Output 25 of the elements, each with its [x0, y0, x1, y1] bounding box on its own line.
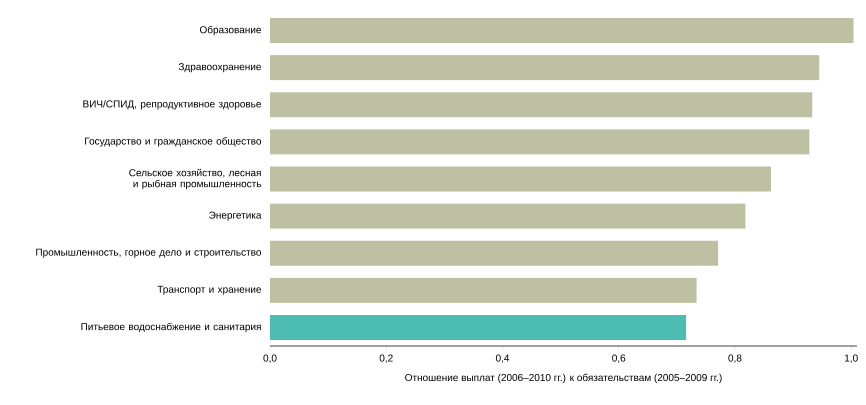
- bar: [270, 129, 810, 154]
- y-tick-label: Питьевое водоснабжение и санитария: [81, 322, 261, 332]
- y-tick-label: Образование: [200, 26, 262, 36]
- x-tick-label: 0,6: [612, 354, 626, 363]
- x-axis-title: Отношение выплат (2006–2010 гг.) к обязательствам (2005–2009 гг.): [405, 374, 722, 384]
- y-tick-label: Государство и гражданское общество: [85, 137, 262, 147]
- bar: [270, 278, 697, 303]
- bar: [270, 55, 820, 80]
- bar: [270, 204, 746, 229]
- x-tick-label: 0,8: [728, 354, 742, 363]
- bar: [270, 18, 854, 44]
- bar: [270, 166, 771, 192]
- y-tick-label: Промышленность, горное дело и строительство: [36, 248, 262, 258]
- x-tick-label: 1,0: [845, 354, 858, 363]
- y-tick-label: Сельское хозяйство, лесная и рыбная промышленность: [129, 168, 262, 190]
- x-tick-label: 0,4: [496, 354, 510, 363]
- x-tick-label: 0,2: [380, 354, 393, 363]
- y-tick-label: ВИЧ/СПИД, репродуктивное здоровье: [83, 100, 262, 110]
- y-tick-label: Энергетика: [209, 212, 262, 221]
- bar: [270, 240, 718, 266]
- bar: [270, 92, 812, 118]
- x-tick-label: 0,0: [263, 354, 277, 363]
- bar: [270, 314, 686, 340]
- y-tick-label: Транспорт и хранение: [157, 286, 262, 295]
- y-tick-label: Здравоохранение: [178, 63, 261, 72]
